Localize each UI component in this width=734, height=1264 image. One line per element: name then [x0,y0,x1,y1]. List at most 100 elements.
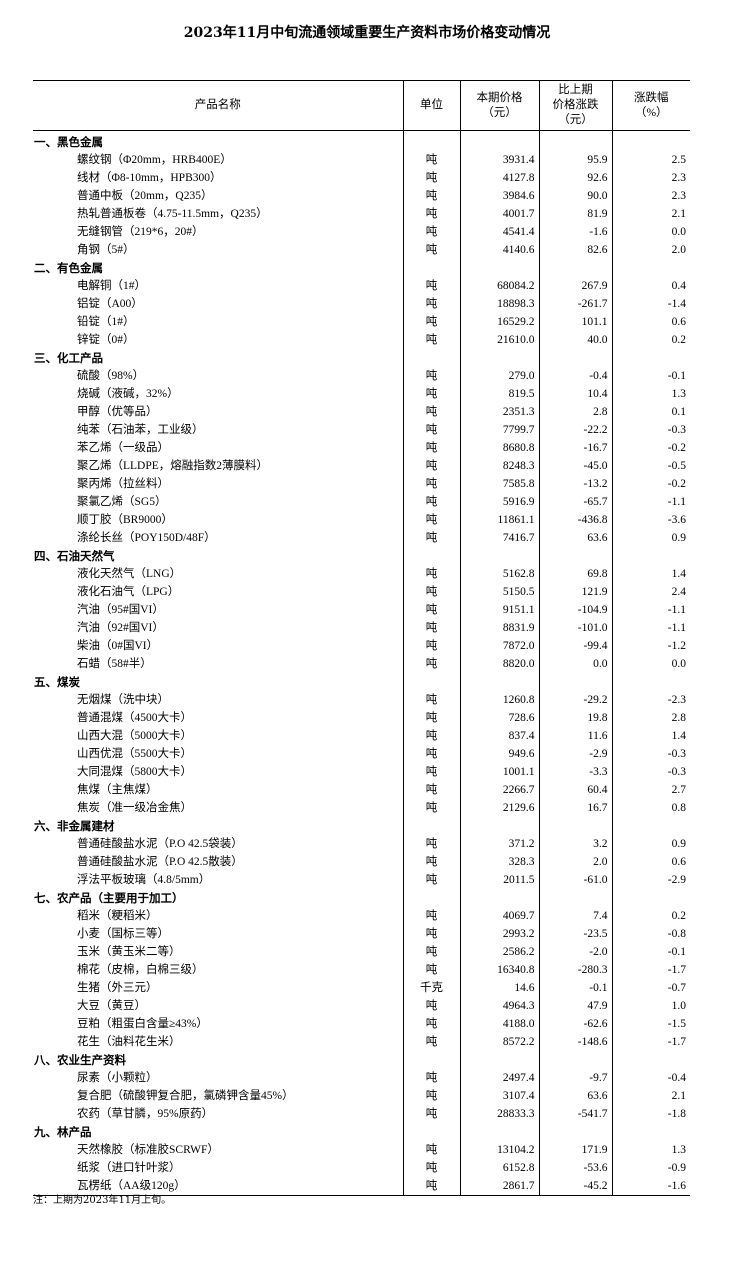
product-name: 浮法平板玻璃（4.8/5mm） [77,874,211,886]
empty-cell [402,889,460,907]
section-row: 九、林产品 [33,1123,690,1141]
product-name: 顺丁胶（BR9000） [77,514,173,526]
header-price: 本期价格 （元） [459,80,539,131]
unit: 吨 [402,691,460,709]
price-change: -2.0 [538,943,612,961]
table-row: 无缝钢管（219*6，20#） 吨 4541.4 -1.6 0.0 [33,223,690,241]
table-row: 焦煤（主焦煤） 吨 2266.7 60.4 2.7 [33,781,690,799]
header-product-name: 产品名称 [33,80,403,131]
current-price: 8572.2 [459,1033,539,1051]
unit: 吨 [402,601,460,619]
change-percent: -2.3 [611,691,690,709]
product-name: 山西优混（5500大卡） [77,748,192,760]
product-name: 甲醇（优等品） [77,406,158,418]
current-price: 3107.4 [459,1087,539,1105]
table-row: 热轧普通板卷（4.75-11.5mm，Q235） 吨 4001.7 81.9 2.1 [33,205,690,223]
product-name: 石蜡（58#半） [77,658,152,670]
table-row: 复合肥（硫酸钾复合肥，氯磷钾含量45%） 吨 3107.4 63.6 2.1 [33,1087,690,1105]
unit: 吨 [402,1033,460,1051]
price-change: 19.8 [538,709,612,727]
unit: 吨 [402,853,460,871]
unit: 吨 [402,439,460,457]
header-change-line: 比上期 [558,84,593,96]
header-price-line: （元） [482,106,517,119]
current-price: 4541.4 [459,223,539,241]
current-price: 16529.2 [459,313,539,331]
table-row: 顺丁胶（BR9000） 吨 11861.1 -436.8 -3.6 [33,511,690,529]
unit: 吨 [402,871,460,889]
product-name: 无缝钢管（219*6，20#） [77,226,204,238]
unit: 吨 [402,943,460,961]
table-row: 稻米（粳稻米） 吨 4069.7 7.4 0.2 [33,907,690,925]
table-row: 汽油（92#国VI） 吨 8831.9 -101.0 -1.1 [33,619,690,637]
price-change: 121.9 [538,583,612,601]
table-row: 甲醇（优等品） 吨 2351.3 2.8 0.1 [33,403,690,421]
empty-cell [538,130,612,151]
unit: 吨 [402,277,460,295]
change-percent: 2.3 [611,169,690,187]
current-price: 2497.4 [459,1069,539,1087]
price-change: -148.6 [538,1033,612,1051]
current-price: 6152.8 [459,1159,539,1177]
price-change: 101.1 [538,313,612,331]
page-title: 2023年11月中旬流通领域重要生产资料市场价格变动情况 [183,25,551,41]
empty-cell [402,349,460,367]
table-row: 柴油（0#国VI） 吨 7872.0 -99.4 -1.2 [33,637,690,655]
unit: 吨 [402,223,460,241]
price-change: 2.8 [538,403,612,421]
change-percent: -1.1 [611,493,690,511]
product-name: 玉米（黄玉米二等） [77,946,181,958]
empty-cell [538,1123,612,1141]
current-price: 9151.1 [459,601,539,619]
change-percent: 0.2 [611,907,690,925]
change-percent: 1.3 [611,385,690,403]
price-change: 92.6 [538,169,612,187]
price-change: 11.6 [538,727,612,745]
table-row: 角钢（5#） 吨 4140.6 82.6 2.0 [33,241,690,259]
change-percent: 1.0 [611,997,690,1015]
current-price: 4140.6 [459,241,539,259]
current-price: 5916.9 [459,493,539,511]
unit: 吨 [402,835,460,853]
product-name: 苯乙烯（一级品） [77,442,169,454]
table-row: 棉花（皮棉，白棉三级） 吨 16340.8 -280.3 -1.7 [33,961,690,979]
empty-cell [611,673,690,691]
empty-cell [538,889,612,907]
change-percent: -0.7 [611,979,690,997]
change-percent: -1.1 [611,619,690,637]
unit: 吨 [402,763,460,781]
change-percent: 2.3 [611,187,690,205]
change-percent: 1.4 [611,727,690,745]
product-name: 生猪（外三元） [77,982,158,994]
empty-cell [611,1051,690,1069]
empty-cell [611,1123,690,1141]
table-row: 电解铜（1#） 吨 68084.2 267.9 0.4 [33,277,690,295]
table-row: 天然橡胶（标准胶SCRWF） 吨 13104.2 171.9 1.3 [33,1141,690,1159]
unit: 吨 [402,925,460,943]
section-title: 一、黑色金属 [34,135,103,149]
table-row: 普通硅酸盐水泥（P.O 42.5袋装） 吨 371.2 3.2 0.9 [33,835,690,853]
empty-cell [459,349,539,367]
current-price: 2129.6 [459,799,539,817]
unit: 吨 [402,367,460,385]
change-percent: 2.0 [611,241,690,259]
empty-cell [459,1051,539,1069]
product-name: 铝锭（A00） [77,298,143,310]
footnote: 注：上期为2023年11月上旬。 [33,1195,172,1206]
change-percent: -2.9 [611,871,690,889]
unit: 吨 [402,331,460,349]
section-title: 二、有色金属 [34,261,103,275]
change-percent: -1.5 [611,1015,690,1033]
price-change: -0.4 [538,367,612,385]
current-price: 2351.3 [459,403,539,421]
product-name: 螺纹钢（Φ20mm，HRB400E） [77,154,232,166]
change-percent: 2.5 [611,151,690,169]
change-percent: -0.3 [611,763,690,781]
price-change: -62.6 [538,1015,612,1033]
price-change: 82.6 [538,241,612,259]
empty-cell [402,1123,460,1141]
change-percent: 0.0 [611,223,690,241]
table-row: 铅锭（1#） 吨 16529.2 101.1 0.6 [33,313,690,331]
current-price: 328.3 [459,853,539,871]
unit: 吨 [402,205,460,223]
